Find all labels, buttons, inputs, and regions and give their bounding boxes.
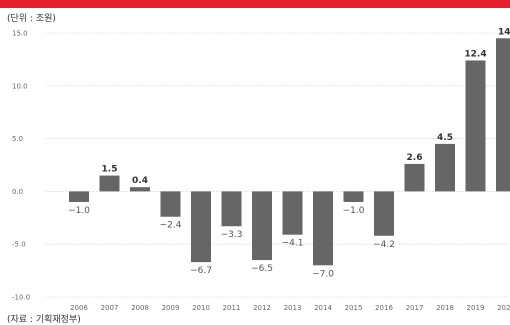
top-accent-bar (0, 0, 510, 8)
bar (313, 191, 333, 266)
y-tick-label: -5.0 (12, 241, 26, 249)
bar (343, 191, 364, 202)
x-tick-label: 2010 (192, 304, 210, 312)
bar (282, 191, 303, 235)
x-tick-label: 2012 (253, 304, 271, 312)
bar (221, 191, 242, 227)
x-tick-label: 2007 (101, 304, 119, 312)
x-tick-label: 2008 (131, 304, 149, 312)
y-tick-label: 5.0 (12, 135, 23, 143)
x-tick-label: 2020 (497, 304, 510, 312)
x-tick-label: 2011 (223, 304, 241, 312)
data-label: 0.4 (132, 176, 148, 186)
data-label: −1.0 (68, 206, 90, 216)
bar (160, 191, 181, 217)
x-tick-label: 2016 (375, 304, 393, 312)
data-label: 2.6 (407, 153, 423, 163)
source-label: (자료 : 기획재정부) (7, 315, 81, 325)
data-label: −6.7 (190, 266, 212, 276)
x-tick-label: 2017 (406, 304, 424, 312)
bar (435, 143, 455, 192)
bar (465, 60, 486, 192)
x-tick-label: 2014 (314, 304, 332, 312)
data-label: −2.4 (160, 221, 182, 231)
bar (99, 175, 120, 192)
x-tick-label: 2015 (345, 304, 363, 312)
data-label: 12.4 (464, 49, 486, 59)
x-tick-label: 2006 (70, 304, 88, 312)
y-tick-label: 15.0 (12, 30, 28, 38)
data-label: −4.1 (282, 239, 304, 249)
x-tick-label: 2013 (284, 304, 302, 312)
data-label: −3.3 (221, 230, 243, 240)
data-label: −4.2 (373, 240, 395, 250)
bar (130, 187, 150, 192)
bar (252, 191, 272, 261)
x-tick-label: 2018 (436, 304, 454, 312)
data-label: 14. (498, 27, 510, 37)
data-label: −1.0 (343, 206, 365, 216)
bar (404, 163, 425, 192)
x-tick-label: 2009 (162, 304, 180, 312)
y-tick-label: -10.0 (12, 294, 30, 302)
bar (374, 191, 394, 236)
bar (496, 38, 510, 192)
data-label: 1.5 (102, 165, 118, 175)
y-tick-label: 0.0 (12, 188, 23, 196)
unit-label: (단위 : 조원) (7, 14, 56, 24)
bar (69, 191, 89, 202)
bar (191, 191, 211, 263)
data-label: −6.5 (251, 264, 273, 274)
x-tick-label: 2019 (467, 304, 485, 312)
data-label: −7.0 (312, 269, 334, 279)
data-label: 4.5 (437, 133, 453, 143)
y-tick-label: 10.0 (12, 82, 28, 90)
